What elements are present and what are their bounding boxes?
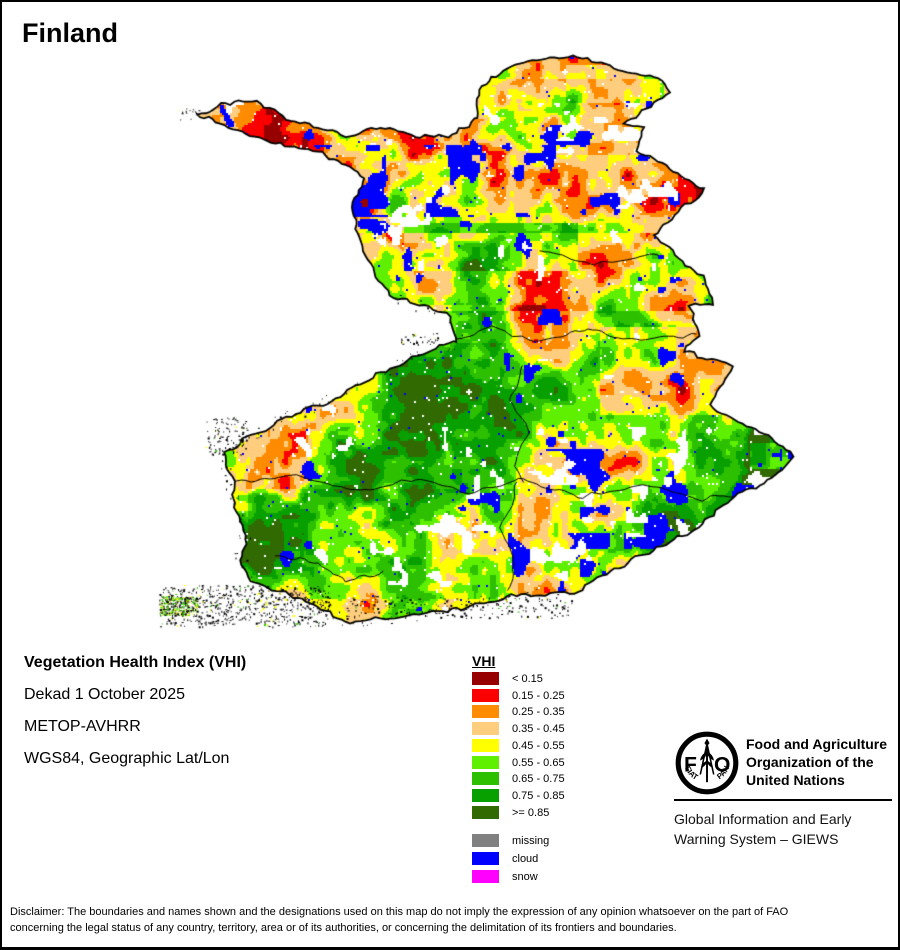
legend-class-row-label: 0.55 - 0.65 xyxy=(512,756,565,769)
legend-class-row-swatch xyxy=(472,805,499,819)
fao-logo-letter-f: F xyxy=(684,753,697,776)
fao-logo-letter-o: O xyxy=(714,753,730,776)
map-info-block: Vegetation Health Index (VHI) Dekad 1 Oc… xyxy=(24,654,246,768)
legend-class-row-swatch xyxy=(472,738,499,752)
legend-class-row-label: 0.15 - 0.25 xyxy=(512,689,565,702)
legend-class-row-label: 0.65 - 0.75 xyxy=(512,773,565,786)
disclaimer-line: concerning the legal status of any count… xyxy=(10,921,677,934)
legend-class-row-swatch xyxy=(472,688,499,702)
giews-line: Warning System – GIEWS xyxy=(674,831,839,847)
legend-extra-row-swatch xyxy=(472,869,499,883)
legend-class-row-label: < 0.15 xyxy=(512,673,543,685)
legend-class-row-swatch xyxy=(472,672,499,685)
page-title: Finland xyxy=(22,18,118,48)
legend-class-row-swatch xyxy=(472,772,499,786)
legend-class-row-label: 0.35 - 0.45 xyxy=(512,723,565,736)
map-info-projection: WGS84, Geographic Lat/Lon xyxy=(24,750,230,767)
fao-logo: F O FIAT PANIS xyxy=(672,731,739,795)
giews-label: Global Information and Early Warning Sys… xyxy=(674,809,851,849)
legend-class-row-swatch xyxy=(472,788,499,802)
fao-logo-wheat xyxy=(699,738,715,783)
legend-class-row-swatch xyxy=(472,722,499,736)
legend-class-row-swatch xyxy=(472,755,499,769)
fao-org-line: Organization of the xyxy=(746,754,874,770)
legend-title: VHI xyxy=(472,653,496,669)
legend-extra-row-label: snow xyxy=(512,870,538,883)
legend-extra-row-label: missing xyxy=(512,835,550,847)
fao-separator-line xyxy=(674,799,892,801)
fao-org-name: Food and Agriculture Organization of the… xyxy=(746,735,887,789)
map-info-dekad: Dekad 1 October 2025 xyxy=(24,686,185,703)
legend-class-row-swatch xyxy=(472,705,499,719)
finland-vhi-map xyxy=(132,47,822,647)
map-info-heading: Vegetation Health Index (VHI) xyxy=(24,654,247,671)
disclaimer-line: Disclaimer: The boundaries and names sho… xyxy=(10,906,789,918)
fao-org-line: United Nations xyxy=(746,772,845,788)
legend-extra-row-swatch xyxy=(472,851,499,865)
legend-extra-row-swatch xyxy=(472,834,499,847)
legend-class-row-label: 0.25 - 0.35 xyxy=(512,706,565,719)
legend-class-row-label: 0.75 - 0.85 xyxy=(512,789,565,802)
legend-class-row-label: 0.45 - 0.55 xyxy=(512,739,565,752)
fao-org-line: Food and Agriculture xyxy=(746,736,888,752)
legend-extra-row-label: cloud xyxy=(512,852,539,865)
giews-line: Global Information and Early xyxy=(674,811,852,827)
fao-logo-ring xyxy=(675,731,739,795)
legend-class-row-label: >= 0.85 xyxy=(512,806,550,819)
disclaimer: Disclaimer: The boundaries and names sho… xyxy=(10,905,894,936)
map-info-sensor: METOP-AVHRR xyxy=(24,718,141,735)
